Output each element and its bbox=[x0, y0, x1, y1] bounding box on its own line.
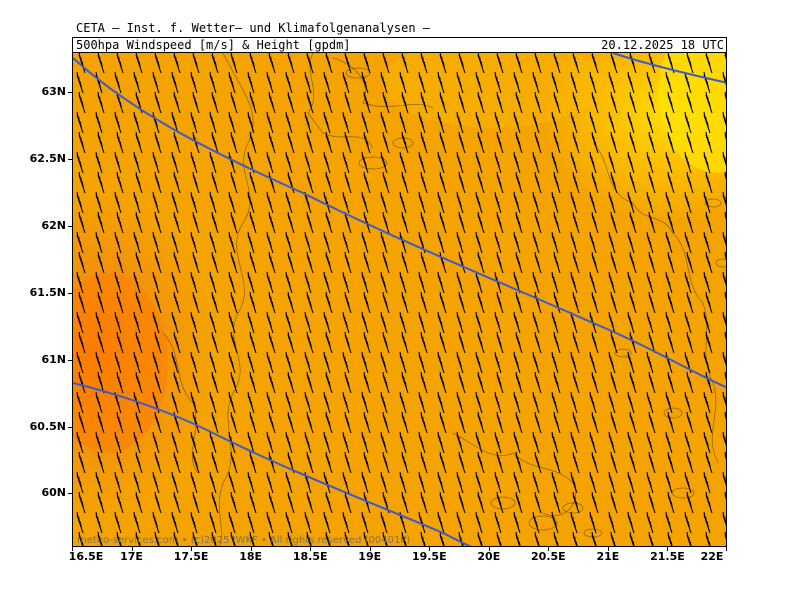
lat-label: 62.5N bbox=[29, 152, 66, 166]
lon-tick bbox=[548, 547, 550, 551]
lon-tick bbox=[369, 547, 371, 551]
lat-label: 60N bbox=[41, 486, 66, 500]
island-outline bbox=[614, 348, 632, 358]
lon-tick bbox=[191, 547, 193, 551]
lat-tick bbox=[68, 225, 72, 227]
chart-title: CETA — Inst. f. Wetter— und Klimafolgena… bbox=[76, 21, 431, 35]
valid-datetime: 20.12.2025 18 UTC bbox=[601, 38, 724, 52]
lat-tick bbox=[68, 493, 72, 495]
lon-label: 22E bbox=[700, 550, 724, 563]
lat-tick bbox=[68, 292, 72, 294]
lat-tick bbox=[68, 159, 72, 161]
windspeed-weaker-band bbox=[383, 53, 603, 128]
chart-subtitle: 500hpa Windspeed [m/s] & Height [gpdm] bbox=[76, 38, 351, 52]
lat-label: 61N bbox=[41, 352, 66, 366]
lon-tick bbox=[726, 547, 727, 551]
lat-label: 63N bbox=[41, 85, 66, 99]
subtitle-frame bbox=[72, 37, 727, 52]
lon-tick bbox=[131, 547, 133, 551]
lon-label: 20.5E bbox=[531, 550, 566, 563]
lat-label: 61.5N bbox=[29, 285, 66, 299]
wind-barbs bbox=[76, 53, 726, 546]
coastline bbox=[218, 53, 254, 546]
lon-label: 19.5E bbox=[411, 550, 447, 563]
island-outline bbox=[358, 156, 388, 170]
lat-label: 60.5N bbox=[29, 419, 66, 433]
lon-label: 16.5E bbox=[68, 550, 104, 563]
weather-map[interactable] bbox=[72, 52, 727, 547]
coastline bbox=[452, 432, 576, 516]
lon-tick bbox=[607, 547, 609, 551]
lon-tick bbox=[429, 547, 431, 551]
lon-label: 21E bbox=[596, 550, 620, 563]
lon-tick bbox=[310, 547, 312, 551]
windspeed-max-area bbox=[73, 193, 213, 513]
lon-label: 18E bbox=[239, 550, 263, 563]
island-outline bbox=[490, 496, 516, 510]
lon-label: 21.5E bbox=[650, 550, 685, 563]
lat-label: 62N bbox=[41, 218, 66, 232]
lon-tick bbox=[250, 547, 252, 551]
height-contour bbox=[612, 53, 726, 84]
lon-label: 20E bbox=[477, 550, 501, 563]
lon-label: 18.5E bbox=[292, 550, 328, 563]
coastline bbox=[307, 53, 374, 149]
coastline bbox=[162, 332, 199, 474]
lat-tick bbox=[68, 426, 72, 428]
island-outline bbox=[528, 515, 558, 531]
map-canvas bbox=[73, 53, 726, 546]
island-outline bbox=[715, 258, 726, 268]
island-outline bbox=[562, 502, 584, 514]
credit-text: meteo-services.com • (c)2025 IWKF • All … bbox=[77, 535, 411, 546]
lat-tick bbox=[68, 92, 72, 94]
lat-tick bbox=[68, 359, 72, 361]
lon-tick bbox=[488, 547, 490, 551]
height-contour bbox=[73, 382, 472, 546]
lon-tick bbox=[72, 547, 73, 551]
lon-tick bbox=[667, 547, 669, 551]
lon-label: 17.5E bbox=[173, 550, 209, 563]
wind-barb-field bbox=[76, 53, 726, 546]
height-contour bbox=[73, 57, 726, 389]
island-outline bbox=[704, 198, 722, 208]
lon-label: 17E bbox=[120, 550, 143, 563]
coastline bbox=[332, 57, 434, 109]
coastline bbox=[592, 142, 719, 464]
island-outline bbox=[663, 407, 683, 419]
lon-label: 19E bbox=[358, 550, 382, 563]
